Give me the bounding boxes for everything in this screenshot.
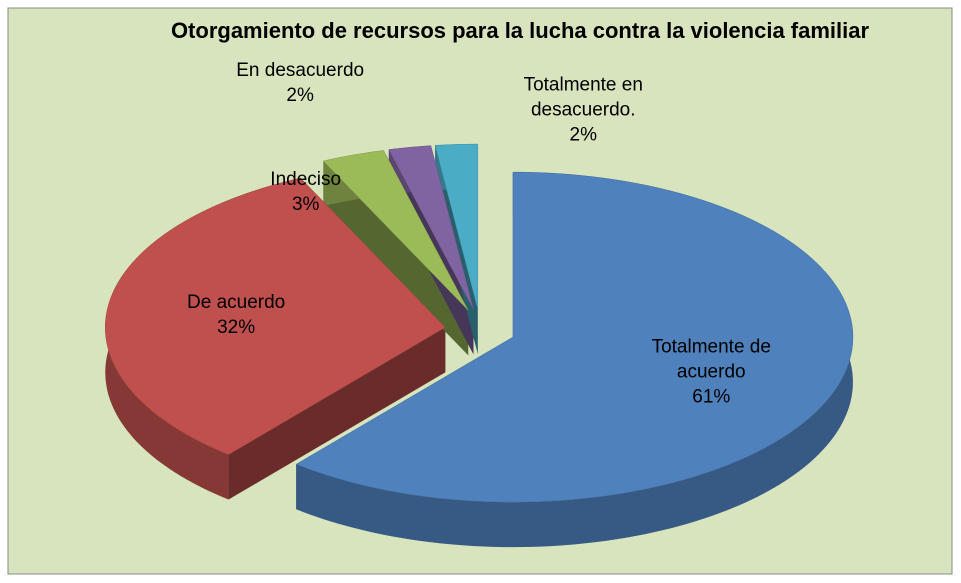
- label-value: 2%: [286, 84, 314, 106]
- data-label: Totalmente en desacuerdo. 2%: [498, 72, 668, 147]
- slice-side: [296, 172, 853, 548]
- data-label: En desacuerdo 2%: [236, 58, 364, 108]
- slice-wall: [323, 160, 469, 356]
- label-category: Totalmente en desacuerdo.: [523, 74, 643, 121]
- label-value: 32%: [217, 316, 256, 338]
- slice-wall: [228, 327, 446, 500]
- data-label: De acuerdo 32%: [187, 290, 285, 340]
- label-category: En desacuerdo: [236, 59, 365, 81]
- label-category: Totalmente de acuerdo: [651, 336, 771, 383]
- label-category: De acuerdo: [187, 291, 286, 313]
- label-category: Indeciso: [270, 168, 342, 190]
- label-value: 3%: [291, 193, 320, 215]
- chart-title: Otorgamiento de recursos para la lucha c…: [170, 18, 870, 43]
- slice: [434, 143, 479, 310]
- label-value: 61%: [692, 386, 731, 408]
- slice: [295, 171, 854, 503]
- data-label: Indeciso 3%: [270, 167, 341, 217]
- data-label: Totalmente de acuerdo 61%: [621, 334, 801, 409]
- slice: [322, 150, 469, 311]
- slice-tops: [105, 143, 854, 503]
- slice: [105, 177, 446, 455]
- label-value: 2%: [569, 124, 597, 146]
- slice: [388, 145, 474, 310]
